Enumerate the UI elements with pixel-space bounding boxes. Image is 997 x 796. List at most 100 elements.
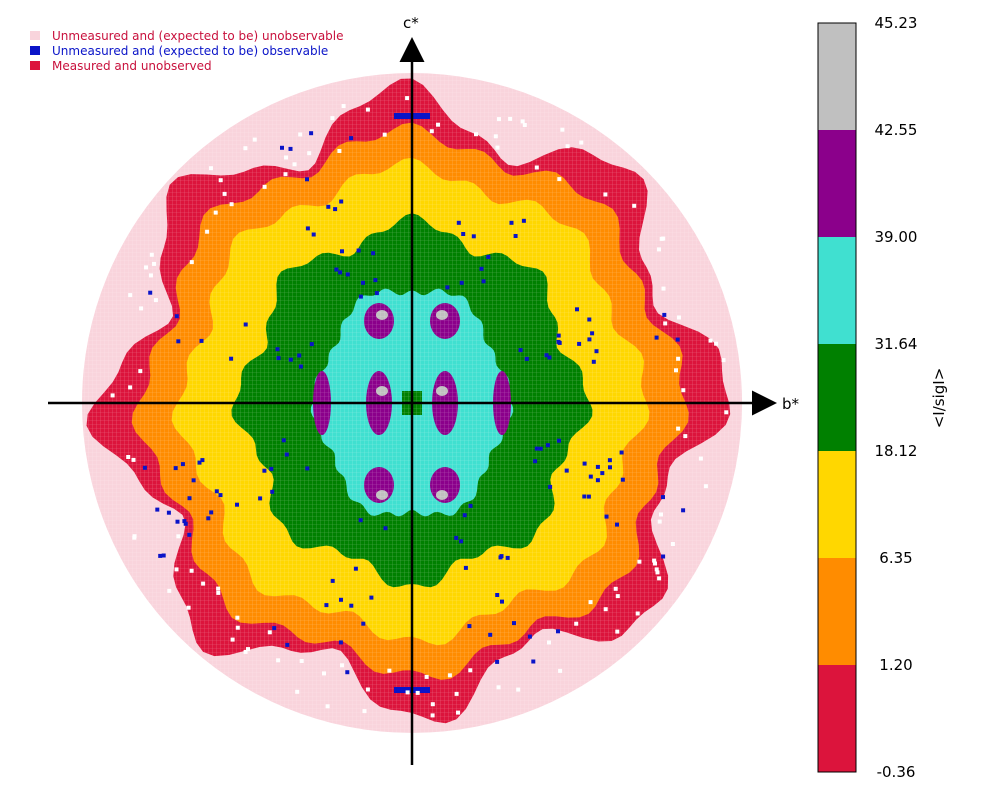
observable-point — [349, 136, 354, 141]
observable-point — [481, 279, 486, 284]
observable-point — [513, 234, 518, 238]
gap-point — [230, 637, 235, 642]
colorbar-bin — [818, 130, 856, 238]
observable-point — [309, 131, 314, 136]
gap-point — [405, 96, 410, 101]
legend-label-observable: Unmeasured and (expected to be) observab… — [52, 44, 328, 58]
observable-point — [505, 555, 510, 560]
gap-points — [110, 96, 729, 718]
observable-point — [197, 460, 202, 465]
gap-point — [307, 151, 312, 156]
colorbar-tick-label: 18.12 — [875, 442, 918, 460]
observable-point — [309, 342, 314, 347]
observable-point — [500, 599, 504, 604]
gap-point — [560, 127, 565, 132]
observable-point — [187, 532, 192, 537]
gap-point — [128, 293, 133, 298]
gap-point — [167, 588, 172, 593]
gap-point — [674, 368, 678, 373]
gap-point — [405, 690, 410, 695]
gap-point — [516, 687, 521, 692]
gap-point — [216, 590, 221, 595]
observable-point — [371, 251, 376, 256]
gap-point — [522, 123, 527, 127]
gap-point — [454, 691, 459, 696]
observable-point — [557, 438, 561, 443]
observable-point — [556, 629, 560, 634]
gap-point — [429, 129, 434, 134]
observable-point — [495, 659, 500, 664]
gap-point — [149, 273, 153, 278]
observable-point — [548, 484, 553, 489]
observable-point — [459, 280, 464, 285]
gap-point — [681, 388, 686, 393]
observable-point — [148, 290, 153, 295]
observable-point — [155, 507, 160, 512]
observable-point — [338, 270, 343, 275]
c-axis-label: c* — [403, 14, 419, 32]
observable-point — [681, 508, 686, 513]
observable-point — [275, 347, 280, 352]
observable-point — [586, 494, 591, 499]
gap-point — [603, 607, 608, 612]
gap-point — [299, 659, 304, 663]
observable-point — [582, 494, 587, 499]
observable-point — [270, 489, 275, 494]
gap-point — [456, 710, 460, 715]
observable-point — [269, 466, 274, 471]
colorbar-bin — [818, 665, 856, 773]
observable-point — [334, 267, 339, 272]
gap-point — [495, 145, 500, 150]
gap-point — [139, 306, 144, 311]
observable-point — [183, 521, 188, 526]
observable-point — [591, 359, 596, 364]
gap-point — [447, 673, 452, 678]
gap-point — [138, 369, 143, 374]
gap-point — [424, 674, 429, 679]
observable-point — [262, 468, 267, 473]
gap-point — [670, 542, 675, 546]
gap-point — [558, 668, 563, 673]
observable-point — [488, 632, 493, 637]
observable-point — [512, 621, 516, 626]
gap-point — [657, 519, 662, 524]
observable-point — [531, 659, 536, 664]
observable-point — [297, 353, 302, 358]
colorbar-tick-label: 31.64 — [875, 335, 918, 353]
gap-point — [131, 457, 136, 462]
gap-point — [189, 260, 194, 265]
gap-point — [174, 567, 179, 572]
observable-point — [467, 624, 472, 629]
observable-point — [218, 493, 223, 498]
gap-point — [520, 119, 525, 124]
gap-point — [110, 393, 115, 398]
gap-point — [213, 210, 218, 215]
observable-point — [243, 322, 248, 327]
observable-point — [607, 458, 612, 463]
observable-point — [590, 331, 595, 336]
gap-point — [508, 116, 513, 121]
colorbar-tick-label: 6.35 — [879, 549, 912, 567]
gap-point — [676, 426, 681, 431]
gap-point — [235, 625, 240, 630]
gap-point — [341, 104, 346, 108]
gap-point — [468, 668, 473, 673]
gap-point — [325, 704, 330, 709]
gap-point — [588, 600, 593, 605]
observable-point — [544, 353, 549, 358]
observable-point — [281, 438, 286, 443]
gap-point — [295, 689, 300, 694]
gap-point — [176, 534, 181, 539]
colorbar-bin — [818, 237, 856, 345]
observable-point — [174, 314, 179, 319]
observable-point — [619, 450, 624, 455]
observable-point — [587, 317, 592, 322]
observable-point — [556, 333, 561, 338]
legend-swatch-measured-unobserved — [30, 61, 40, 70]
gap-point — [714, 341, 719, 346]
observable-point — [575, 307, 579, 312]
gap-point — [676, 356, 681, 361]
observable-point — [461, 232, 466, 236]
observable-point — [557, 340, 562, 345]
